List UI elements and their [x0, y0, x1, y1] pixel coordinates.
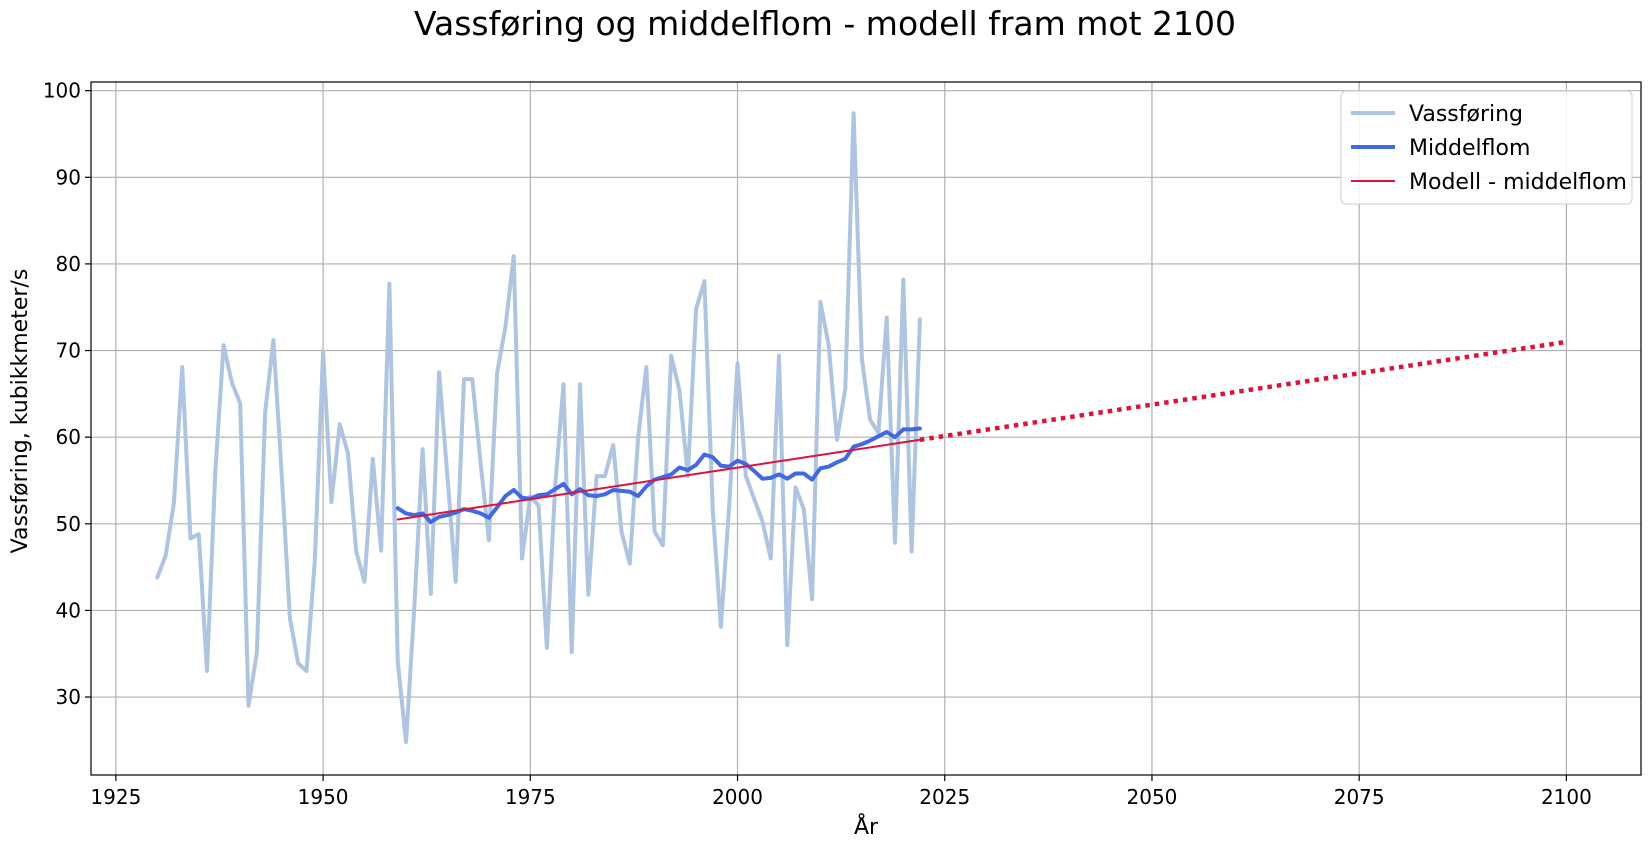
series-line-vassf-ring [155, 111, 922, 745]
x-tick-label: 1925 [90, 785, 141, 809]
legend-label: Middelflom [1409, 136, 1530, 161]
y-tick-label: 30 [56, 685, 81, 709]
x-tick-label: 2025 [919, 785, 970, 809]
x-tick-label: 2100 [1541, 785, 1592, 809]
grid [91, 82, 1641, 775]
legend: Vassføring Middelflom Modell - middelflom [1340, 90, 1633, 205]
plot-frame [90, 81, 1642, 776]
legend-box [1340, 90, 1633, 205]
legend-label: Vassføring [1409, 102, 1523, 127]
y-tick-label: 80 [56, 252, 81, 276]
series-line-model-projection [919, 339, 1567, 443]
y-tick-label: 70 [56, 339, 81, 363]
series-line-middelflom [395, 426, 922, 525]
series-line-modell-middelflom [396, 438, 921, 521]
chart-title: Vassføring og middelflom - modell fram m… [414, 4, 1236, 43]
y-tick-label: 50 [56, 512, 81, 536]
x-tick-label: 1950 [298, 785, 349, 809]
x-tick-label: 1975 [505, 785, 556, 809]
series-group [155, 111, 1567, 745]
x-tick-label: 2050 [1127, 785, 1178, 809]
axis-ticks: 1925 1950 1975 2000 2025 2050 2075 2100 30 40 50 60… [43, 79, 1592, 809]
x-tick-label: 2075 [1334, 785, 1385, 809]
y-axis-label: Vassføring, kubikkmeter/s [8, 269, 33, 554]
y-tick-label: 90 [56, 165, 81, 189]
x-tick-label: 2000 [712, 785, 763, 809]
y-tick-label: 40 [56, 598, 81, 622]
y-tick-label: 100 [43, 79, 81, 103]
x-axis-label: År [854, 813, 879, 840]
y-tick-label: 60 [56, 425, 81, 449]
legend-label: Modell - middelflom [1409, 170, 1627, 195]
